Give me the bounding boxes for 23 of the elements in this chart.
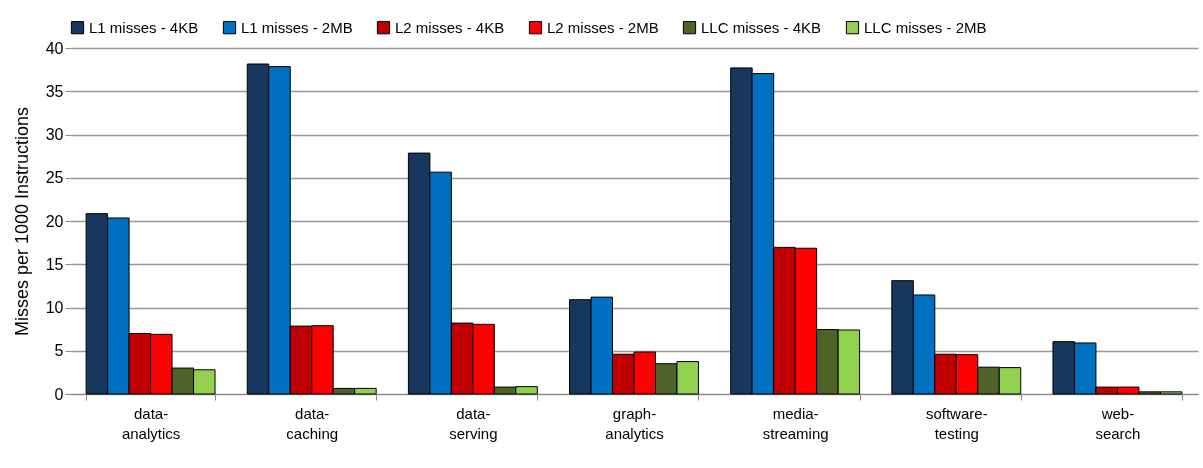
x-tick-label: data-caching — [286, 404, 339, 442]
legend-label: L2 misses - 2MB — [547, 18, 659, 36]
y-tick-label: 20 — [45, 212, 64, 230]
x-tick-label: data-serving — [449, 404, 498, 442]
y-axis-title: Misses per 1000 Instructions — [11, 106, 32, 337]
y-tick-label: 25 — [45, 169, 64, 187]
legend-label: L2 misses - 4KB — [395, 18, 505, 36]
y-tick-label: 0 — [54, 385, 64, 403]
x-tick-label: media-streaming — [762, 404, 829, 442]
y-tick-label: 40 — [45, 39, 64, 57]
x-tick-label: data-analytics — [121, 404, 181, 442]
x-tick-label: web-search — [1095, 404, 1141, 442]
y-tick-label: 30 — [45, 126, 64, 143]
y-tick-label: 5 — [54, 342, 64, 360]
legend-label: LLC misses - 4KB — [701, 18, 822, 36]
x-tick-label: graph-analytics — [605, 404, 664, 442]
legend-label: L1 misses - 4KB — [89, 18, 199, 36]
x-tick-label: software-testing — [925, 404, 988, 442]
y-tick-label: 15 — [45, 255, 64, 273]
legend-label: L1 misses - 2MB — [241, 18, 353, 36]
y-tick-label: 35 — [45, 82, 64, 100]
y-tick-label: 10 — [45, 299, 64, 316]
legend-label: LLC misses - 2MB — [864, 18, 987, 36]
